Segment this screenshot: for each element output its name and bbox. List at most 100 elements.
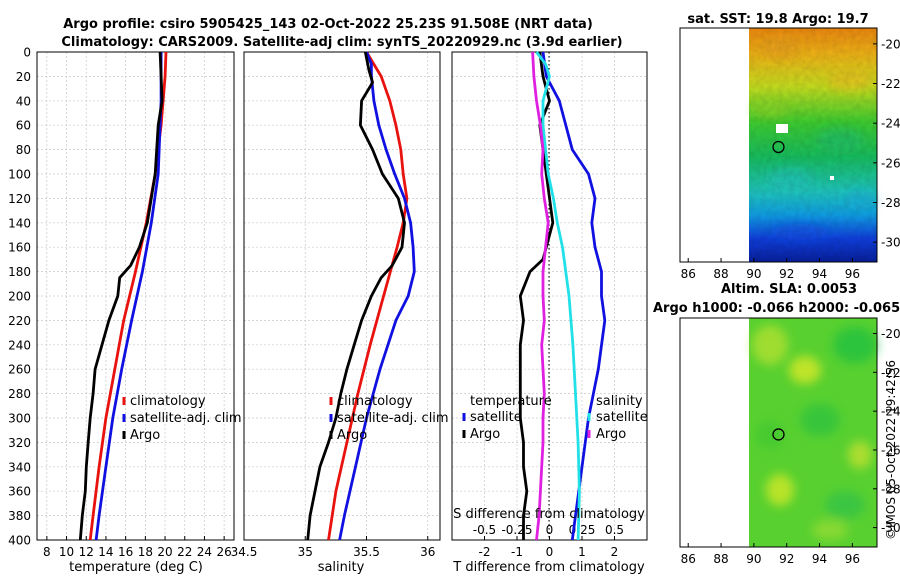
y-tick-label: 0 [23, 46, 31, 60]
x-tick-label: 35.5 [353, 545, 380, 559]
s-difference-legend: salinity satellite Argo [587, 394, 648, 442]
lat-tick-label: -20 [881, 327, 900, 341]
s-difference-tick-labels: -0.5 -0.25 0 0.25 0.5 [473, 523, 624, 537]
y-tick-label: 160 [8, 241, 31, 255]
s-tick-label: 0.5 [605, 523, 624, 537]
lat-tick-label: -22 [881, 77, 900, 91]
sla-map: Altim. SLA: 0.0053 Argo h1000: -0.066 h2… [653, 282, 900, 566]
x-tick-label: 12 [79, 545, 94, 559]
difference-panel: -2 -1 0 1 2 -0.5 -0.25 0 0.25 0.5 S difference f… [451, 51, 648, 575]
y-tick-label: 320 [8, 436, 31, 450]
sst-map-ticks: 86 88 90 92 94 96 -20 -22 -24 -26 -28 -30 [681, 37, 900, 281]
lon-tick-label: 88 [713, 267, 728, 281]
series-line-s-satellite [535, 51, 581, 541]
temperature-legend: climatology satellite-adj. clim Argo [122, 394, 242, 443]
sla-argo-location-marker [772, 428, 785, 441]
legend-t-argo-label: Argo [470, 427, 500, 442]
lon-tick-label: 96 [845, 552, 860, 566]
legend-s-satellite-label: satellite [596, 410, 648, 425]
y-tick-label: 200 [8, 290, 31, 304]
lat-tick-label: -24 [881, 405, 900, 419]
y-tick-label: 140 [8, 216, 31, 230]
lat-tick-label: -20 [881, 37, 900, 51]
y-tick-label: 80 [16, 143, 31, 157]
salinity-xlabel: salinity [318, 560, 365, 575]
s-tick-label: -0.25 [501, 523, 532, 537]
t-difference-tick-labels: -2 -1 0 1 2 [479, 536, 618, 559]
salinity-axes-box [243, 51, 441, 541]
x-tick-label: 22 [177, 545, 192, 559]
x-tick-label: 35 [298, 545, 313, 559]
lon-tick-label: 88 [713, 552, 728, 566]
y-tick-label: 360 [8, 485, 31, 499]
temperature-panel: 0 20 40 60 80 100 120 140 160 180 200 220 240 260 280 3… [8, 46, 242, 576]
x-tick-label: 10 [59, 545, 74, 559]
temperature-series [78, 51, 168, 541]
lon-tick-label: 94 [812, 552, 827, 566]
y-tick-label: 260 [8, 363, 31, 377]
figure-title-line1: Argo profile: csiro 5905425_143 02-Oct-2… [63, 17, 593, 32]
series-line-argo [78, 51, 164, 541]
s-difference-label: S difference from climatology [453, 507, 645, 522]
temperature-tick-labels: 8 10 12 14 16 18 20 22 24 26 [43, 536, 232, 559]
x-tick-label: 24 [197, 545, 212, 559]
x-tick-label: -2 [479, 545, 491, 559]
legend-s-title: salinity [596, 394, 643, 409]
x-tick-label: 14 [98, 545, 113, 559]
series-line-satellite-adj-clim [338, 51, 416, 541]
lat-tick-label: -22 [881, 366, 900, 380]
y-tick-label: 60 [16, 119, 31, 133]
temperature-grid [37, 51, 234, 541]
temperature-axes-box [36, 51, 235, 541]
lat-tick-label: -28 [881, 482, 900, 496]
salinity-tick-labels: 34.5 35 35.5 36 [231, 536, 435, 559]
lat-tick-label: -26 [881, 443, 900, 457]
sla-map-ticks: 86 88 90 92 94 96 -20 -22 -24 -26 -28 -30 [681, 327, 900, 566]
y-tick-label: 280 [8, 387, 31, 401]
lon-tick-label: 94 [812, 267, 827, 281]
sst-map-title: sat. SST: 19.8 Argo: 19.7 [687, 12, 868, 27]
x-tick-label: 34.5 [231, 545, 258, 559]
lon-tick-label: 92 [779, 552, 794, 566]
salinity-panel: 34.5 35 35.5 36 salinity climatology satell… [231, 51, 449, 575]
series-line-argo [306, 51, 406, 541]
sst-map: sat. SST: 19.8 Argo: 19.7 86 88 90 92 94 96 -2… [679, 12, 900, 281]
y-tick-label: 100 [8, 168, 31, 182]
s-tick-label: 0 [546, 523, 554, 537]
lat-tick-label: -24 [881, 117, 900, 131]
lat-tick-label: -28 [881, 196, 900, 210]
sla-field-texture [752, 325, 877, 540]
lon-tick-label: 90 [746, 267, 761, 281]
legend-argo-label: Argo [337, 428, 367, 443]
s-tick-label: -0.5 [473, 523, 496, 537]
sst-missing-patch [776, 124, 788, 133]
lon-tick-label: 86 [681, 552, 696, 566]
y-tick-label: 240 [8, 338, 31, 352]
lat-tick-label: -30 [881, 236, 900, 250]
lat-tick-label: -30 [881, 521, 900, 535]
legend-t-satellite-label: satellite [470, 410, 522, 425]
temperature-xlabel: temperature (deg C) [69, 560, 203, 575]
y-tick-label: 40 [16, 94, 31, 108]
x-tick-label: 26 [217, 545, 232, 559]
y-tick-label: 340 [8, 460, 31, 474]
salinity-legend: climatology satellite-adj. clim Argo [329, 394, 449, 443]
sst-argo-location-marker [772, 140, 785, 154]
figure-title-line2: Climatology: CARS2009. Satellite-adj cli… [61, 35, 622, 50]
x-tick-label: 18 [138, 545, 153, 559]
legend-climatology-label: climatology [337, 394, 413, 409]
y-tick-label: 180 [8, 265, 31, 279]
legend-climatology-label: climatology [130, 394, 206, 409]
x-tick-label: 36 [420, 545, 435, 559]
series-line-t-satellite [541, 51, 607, 541]
x-tick-label: -1 [511, 545, 523, 559]
y-tick-label: 400 [8, 534, 31, 548]
sst-field-noise [749, 28, 877, 262]
x-tick-label: 20 [157, 545, 172, 559]
x-tick-label: 8 [43, 545, 51, 559]
lon-tick-label: 86 [681, 267, 696, 281]
t-difference-xlabel: T difference from climatology [452, 560, 645, 575]
sst-missing-pixel [830, 176, 834, 180]
y-tick-label: 120 [8, 192, 31, 206]
